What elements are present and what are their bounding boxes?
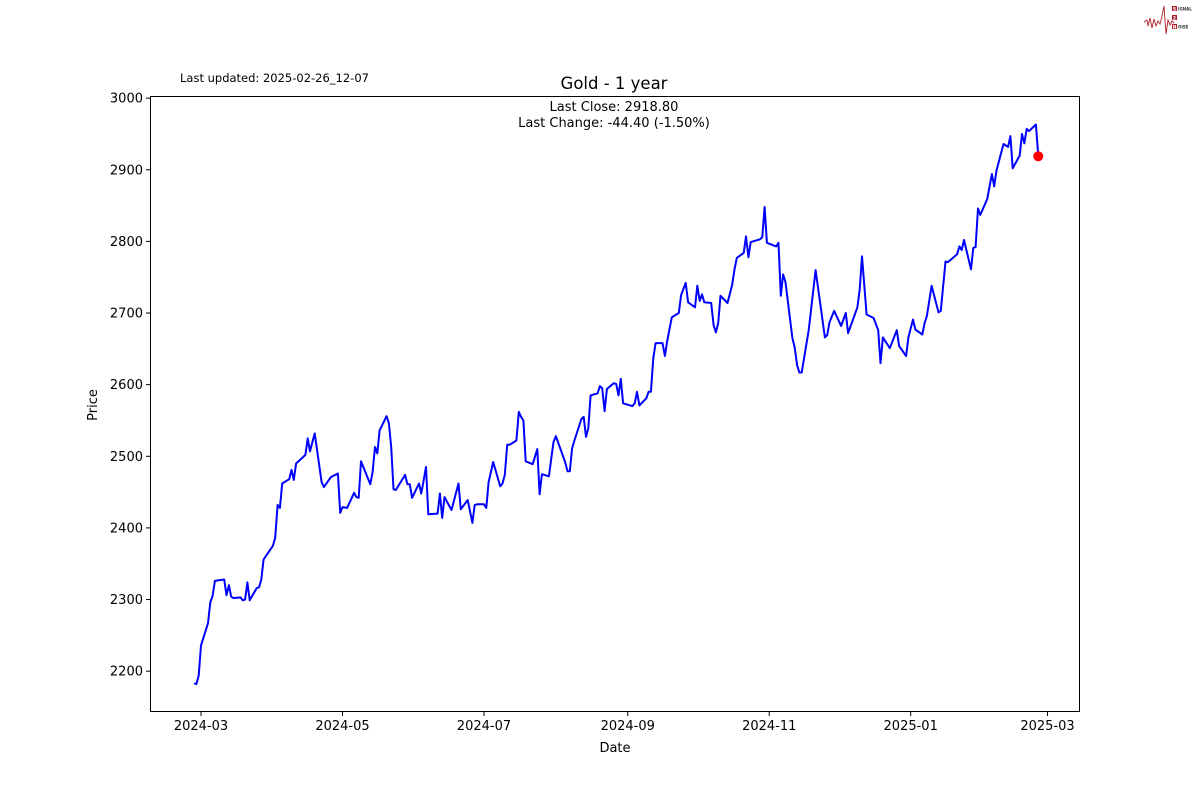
svg-text:2: 2 [1173,15,1176,21]
x-tick-label: 2024-11 [742,719,796,734]
y-tick-label: 2500 [110,450,143,465]
y-tick-label: 2900 [110,163,143,178]
svg-text:IGNAL: IGNAL [1178,6,1192,11]
price-line [193,123,1040,686]
x-axis: 2024-03 2024-05 2024-07 2024-09 2024-11 2025-… [174,712,1075,734]
y-tick-label: 2300 [110,593,143,608]
y-axis: 2200 2300 2400 2500 2600 2700 2800 2900 3000 [110,92,150,680]
x-tick-label: 2025-01 [884,719,938,734]
x-axis-label: Date [599,741,630,756]
waveform-icon [1143,5,1175,35]
svg-text:S: S [1173,6,1176,12]
y-tick-label: 2600 [110,378,143,393]
last-change-annotation: Last Change: -44.40 (-1.50%) [518,116,710,131]
y-tick-label: 2800 [110,235,143,250]
x-tick-label: 2024-03 [174,719,228,734]
y-tick-label: 2700 [110,307,143,322]
last-updated-text: Last updated: 2025-02-26_12-07 [180,71,369,85]
last-close-annotation: Last Close: 2918.80 [550,100,679,115]
y-tick-label: 3000 [110,92,143,107]
svg-text:N: N [1173,24,1177,30]
x-tick-label: 2024-09 [601,719,655,734]
y-axis-label: Price [86,389,101,421]
signal-2-noise-logo: S IGNAL 2 N OISE [1143,5,1192,35]
x-tick-label: 2024-07 [457,719,511,734]
svg-text:OISE: OISE [1178,24,1189,29]
x-tick-label: 2025-03 [1020,719,1074,734]
last-close-marker [1033,151,1044,162]
chart-title: Gold - 1 year [561,74,668,93]
y-tick-label: 2200 [110,665,143,680]
y-tick-label: 2400 [110,521,143,536]
axes-frame [150,96,1080,712]
plot-area [193,123,1044,686]
x-tick-label: 2024-05 [315,719,369,734]
